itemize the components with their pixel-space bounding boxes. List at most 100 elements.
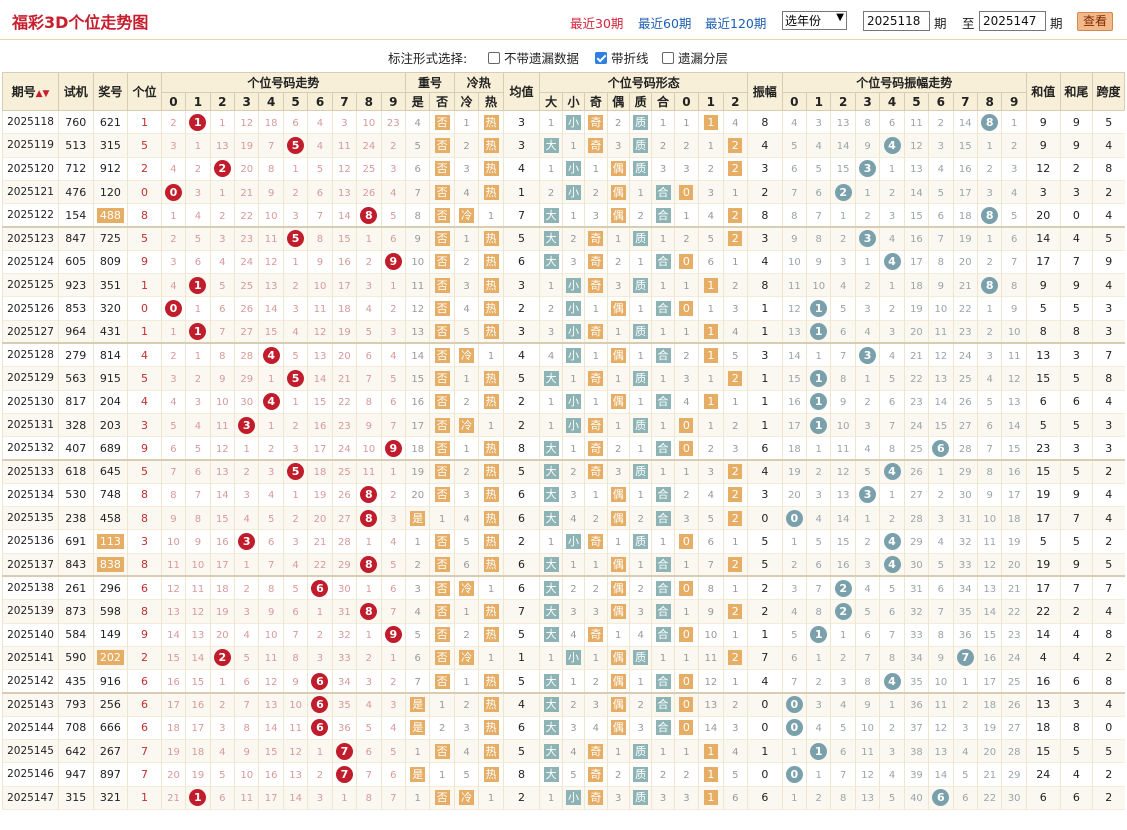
issue-cell: 2025122 <box>2 203 59 227</box>
miss-value: 4 <box>547 350 555 362</box>
amp-trend-cell: 33 <box>903 623 929 647</box>
pc-cell: 合 <box>651 483 675 507</box>
ch-cell: 冷 <box>453 786 479 810</box>
miss-value: 14 <box>289 793 302 805</box>
rep-tag: 否 <box>434 347 450 363</box>
miss-value: 5 <box>365 723 373 735</box>
trend-cell: 25 <box>331 458 357 484</box>
trend-cell: 4 <box>234 506 259 530</box>
option-no-miss[interactable]: 不带遗漏数据 <box>488 48 579 67</box>
miss-value: 7 <box>316 210 324 222</box>
miss-value: 1 <box>683 653 690 665</box>
avg-cell: 4 <box>502 342 540 367</box>
size-tag: 小 <box>565 790 581 806</box>
miss-value: 4 <box>219 746 226 758</box>
pc-cell: 1 <box>651 273 675 297</box>
amp-trend-cell: 12 <box>1001 366 1027 391</box>
road-cell: 2 <box>673 762 699 787</box>
oe-cell: 奇 <box>584 436 608 460</box>
miss-value: 1 <box>463 676 470 688</box>
trend-cell: 11 <box>258 225 284 251</box>
miss-value: 9 <box>864 140 871 152</box>
to-issue-input[interactable] <box>979 11 1046 31</box>
ch-cell: 热 <box>478 553 504 577</box>
amp-ball: 4 <box>883 136 901 154</box>
amp-trend-cell: 3 <box>806 691 831 717</box>
road-cell: 2 <box>722 691 748 717</box>
amp-trend-cell: 12 <box>830 458 856 484</box>
amp-trend-cell: 34 <box>952 575 978 600</box>
oe-tag: 奇 <box>588 627 604 643</box>
trend-cell: 16 <box>331 250 357 274</box>
road-tag: 2 <box>728 557 743 573</box>
year-select[interactable]: 选年份 ▼ <box>782 11 847 30</box>
pc-cell: 合 <box>651 250 675 274</box>
link-recent-30[interactable]: 最近30期 <box>570 16 624 31</box>
oe-cell: 3 <box>584 599 608 624</box>
options-label: 标注形式选择: <box>388 51 468 66</box>
amp-cell: 8 <box>747 273 783 297</box>
miss-value: 20 <box>1007 560 1021 572</box>
road-tag: 1 <box>703 394 718 410</box>
amp-trend-cell: 16 <box>830 553 856 577</box>
table-row: 2025135 238 458 8 9 8 15 4 5 2 20 27 8 3 是 1 4 热 6 大 4 2 偶 2 合 3 5… <box>2 506 1125 530</box>
miss-value: 1 <box>547 536 555 548</box>
query-button[interactable]: 查看 <box>1077 12 1113 31</box>
miss-value: 9 <box>937 280 945 292</box>
trend-cell: 17 <box>307 436 333 460</box>
oe-cell: 偶 <box>606 716 630 740</box>
checkbox-no-miss[interactable] <box>488 51 500 64</box>
ch-tag: 热 <box>483 487 499 503</box>
miss-value: 4 <box>170 397 177 409</box>
option-miss-layer[interactable]: 遗漏分层 <box>662 48 728 67</box>
trend-cell: 18 <box>160 716 186 740</box>
miss-value: 8 <box>170 490 177 502</box>
miss-value: 1 <box>547 653 555 665</box>
trend-cell: 14 <box>307 366 333 391</box>
miss-value: 7 <box>839 769 847 781</box>
amp-trend-cell: 28 <box>903 506 929 530</box>
from-issue-input[interactable] <box>863 11 930 31</box>
road-0: 0 <box>673 92 700 111</box>
trend-cell: 8 <box>234 716 259 740</box>
col-issue[interactable]: 期号▲▼ <box>2 72 59 111</box>
link-recent-60[interactable]: 最近60期 <box>638 16 692 31</box>
sort-icon[interactable]: ▲▼ <box>35 89 50 99</box>
miss-value: 5 <box>791 630 798 642</box>
trend-cell: 21 <box>160 786 186 810</box>
ch-cell: 热 <box>478 436 504 460</box>
trend-cell: 11 <box>282 716 308 740</box>
size-cell: 1 <box>539 273 563 297</box>
miss-value: 4 <box>570 746 577 758</box>
amp-trend-cell: 13 <box>781 320 807 344</box>
miss-value: 6 <box>390 769 397 781</box>
prize-number: 814 <box>99 348 121 362</box>
amp-trend-cell: 3 <box>1001 157 1027 181</box>
checkbox-miss-layer[interactable] <box>662 51 674 64</box>
road-cell: 1 <box>673 273 699 297</box>
miss-value: 14 <box>910 187 923 199</box>
size-cell: 大 <box>539 250 563 274</box>
checkbox-polyline[interactable] <box>595 51 607 64</box>
trend-cell: 15 <box>160 646 186 670</box>
miss-value: 14 <box>934 769 948 781</box>
miss-value: 8 <box>267 164 275 176</box>
link-recent-120[interactable]: 最近120期 <box>705 16 767 31</box>
miss-value: 12 <box>704 676 718 688</box>
rep-cell: 否 <box>429 483 455 507</box>
option-polyline[interactable]: 带折线 <box>595 48 649 67</box>
trend-cell: 2 <box>356 646 382 670</box>
miss-value: 6 <box>1011 234 1018 246</box>
oe-cell: 2 <box>606 250 630 274</box>
rep-tag: 否 <box>434 417 450 433</box>
miss-value: 1 <box>547 397 555 409</box>
trend-cell: 8 <box>356 483 382 507</box>
ch-cell: 3 <box>453 716 479 740</box>
sum-cell: 17 <box>1025 506 1061 530</box>
miss-value: 3 <box>888 210 896 222</box>
size-cell: 1 <box>561 553 585 577</box>
amp-trend-cell: 1 <box>781 739 807 763</box>
ch-tag: 热 <box>483 184 499 200</box>
ch-cell: 1 <box>453 366 479 391</box>
miss-value: 6 <box>839 327 847 339</box>
